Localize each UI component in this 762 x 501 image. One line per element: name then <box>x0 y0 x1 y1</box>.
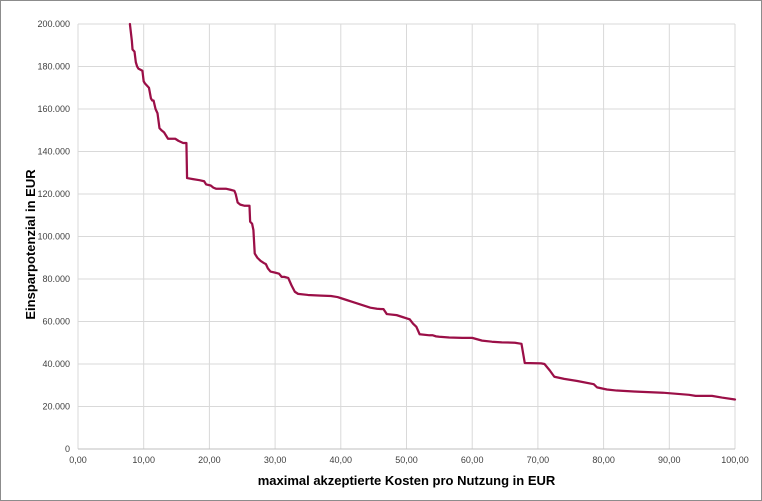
tick-labels: 0,00 10,00 20,00 30,00 40,00 50,00 60,00 70,00 8… <box>37 19 748 465</box>
x-tick-label: 100,00 <box>721 455 749 465</box>
x-tick-label: 40,00 <box>330 455 353 465</box>
y-tick-label: 140.000 <box>37 147 70 157</box>
x-tick-label: 30,00 <box>264 455 287 465</box>
y-tick-label: 200.000 <box>37 19 70 29</box>
y-tick-label: 180.000 <box>37 62 70 72</box>
y-tick-label: 60.000 <box>42 317 70 327</box>
x-tick-label: 50,00 <box>395 455 418 465</box>
x-tick-label: 10,00 <box>132 455 155 465</box>
x-tick-label: 90,00 <box>658 455 681 465</box>
series-layer <box>128 22 737 401</box>
y-axis-title: Einsparpotenzial in EUR <box>23 169 38 320</box>
x-axis-title: maximal akzeptierte Kosten pro Nutzung i… <box>258 473 556 488</box>
gridlines <box>77 23 736 450</box>
y-tick-label: 40.000 <box>42 359 70 369</box>
y-tick-label: 0 <box>65 444 70 454</box>
y-tick-label: 160.000 <box>37 104 70 114</box>
y-tick-label: 100.000 <box>37 232 70 242</box>
x-tick-label: 20,00 <box>198 455 221 465</box>
x-tick-label: 60,00 <box>461 455 484 465</box>
x-tick-label: 0,00 <box>69 455 87 465</box>
x-tick-label: 80,00 <box>592 455 615 465</box>
y-tick-label: 80.000 <box>42 274 70 284</box>
y-tick-label: 20.000 <box>42 402 70 412</box>
series-line <box>128 22 737 401</box>
y-tick-label: 120.000 <box>37 189 70 199</box>
x-tick-label: 70,00 <box>527 455 550 465</box>
